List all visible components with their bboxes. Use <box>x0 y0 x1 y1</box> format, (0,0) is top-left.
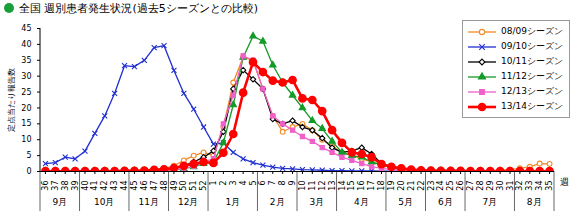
svg-text:8: 8 <box>278 181 287 186</box>
svg-text:31: 31 <box>506 181 515 191</box>
svg-text:35: 35 <box>545 181 554 191</box>
svg-text:8月: 8月 <box>527 197 542 207</box>
svg-text:5月: 5月 <box>398 197 413 207</box>
svg-text:23: 23 <box>427 181 436 191</box>
svg-text:40: 40 <box>21 40 31 49</box>
svg-text:41: 41 <box>90 181 99 191</box>
svg-text:5: 5 <box>26 151 31 160</box>
svg-text:46: 46 <box>140 181 149 191</box>
svg-text:6月: 6月 <box>438 197 453 207</box>
svg-text:24: 24 <box>436 181 445 191</box>
svg-text:9月: 9月 <box>52 197 67 207</box>
html-text:全国 週別患者発生状況(過去5シーズンとの比較): 全国 週別患者発生状況(過去5シーズンとの比較) <box>19 2 259 15</box>
svg-text:30: 30 <box>21 72 31 81</box>
svg-text:11月: 11月 <box>139 197 159 207</box>
svg-text:45: 45 <box>21 24 31 33</box>
svg-text:48: 48 <box>160 181 169 191</box>
svg-text:週: 週 <box>560 177 569 187</box>
svg-text:36: 36 <box>41 181 50 191</box>
svg-text:52: 52 <box>199 181 208 191</box>
svg-text:22: 22 <box>417 181 426 191</box>
svg-text:34: 34 <box>535 181 544 191</box>
svg-text:38: 38 <box>61 181 70 191</box>
svg-text:51: 51 <box>189 181 198 191</box>
svg-text:2: 2 <box>219 181 228 186</box>
svg-text:20: 20 <box>397 181 406 191</box>
svg-text:0: 0 <box>26 167 31 176</box>
svg-text:3月: 3月 <box>309 197 324 207</box>
svg-text:45: 45 <box>130 181 139 191</box>
svg-text:39: 39 <box>71 181 80 191</box>
svg-text:1月: 1月 <box>225 197 240 207</box>
svg-text:15: 15 <box>21 119 31 128</box>
svg-text:3: 3 <box>229 181 238 186</box>
svg-text:35: 35 <box>21 56 31 65</box>
svg-text:1: 1 <box>209 181 218 186</box>
svg-text:16: 16 <box>357 181 366 191</box>
svg-text:5: 5 <box>249 181 258 186</box>
svg-text:27: 27 <box>466 181 475 191</box>
svg-text:30: 30 <box>496 181 505 191</box>
svg-text:12月: 12月 <box>178 197 198 207</box>
svg-text:15: 15 <box>347 181 356 191</box>
svg-text:19: 19 <box>387 181 396 191</box>
svg-text:28: 28 <box>476 181 485 191</box>
html-text:12/13シーズン: 12/13シーズン <box>501 86 563 96</box>
svg-text:14: 14 <box>338 181 347 191</box>
svg-text:33: 33 <box>525 181 534 191</box>
svg-text:50: 50 <box>179 181 188 191</box>
svg-text:定点当たり報告数: 定点当たり報告数 <box>7 68 16 132</box>
svg-text:32: 32 <box>515 181 524 191</box>
svg-text:20: 20 <box>21 104 31 113</box>
svg-text:13: 13 <box>328 181 337 191</box>
svg-text:4月: 4月 <box>354 197 369 207</box>
svg-text:6: 6 <box>258 181 267 186</box>
svg-text:7: 7 <box>268 181 277 186</box>
svg-text:11: 11 <box>308 181 317 191</box>
svg-text:10: 10 <box>298 181 307 191</box>
svg-text:44: 44 <box>120 181 129 191</box>
svg-text:25: 25 <box>21 88 31 97</box>
svg-text:2月: 2月 <box>270 197 285 207</box>
svg-text:4: 4 <box>239 181 248 186</box>
svg-text:42: 42 <box>100 181 109 191</box>
svg-text:47: 47 <box>150 181 159 191</box>
svg-text:10: 10 <box>21 135 31 144</box>
svg-text:7月: 7月 <box>482 197 497 207</box>
svg-text:17: 17 <box>367 181 376 191</box>
html-text:13/14シーズン: 13/14シーズン <box>501 101 563 111</box>
svg-text:49: 49 <box>170 181 179 191</box>
svg-text:37: 37 <box>51 181 60 191</box>
html-text:08/09シーズン: 08/09シーズン <box>501 26 563 36</box>
html-text:11/12シーズン: 11/12シーズン <box>501 71 563 81</box>
svg-text:29: 29 <box>486 181 495 191</box>
html-text:09/10シーズン: 09/10シーズン <box>501 41 563 51</box>
svg-text:18: 18 <box>377 181 386 191</box>
svg-text:12: 12 <box>318 181 327 191</box>
svg-text:10月: 10月 <box>94 197 114 207</box>
svg-text:26: 26 <box>456 181 465 191</box>
svg-text:40: 40 <box>81 181 90 191</box>
svg-text:9: 9 <box>288 181 297 186</box>
svg-text:43: 43 <box>110 181 119 191</box>
html-text:10/11シーズン: 10/11シーズン <box>501 56 563 66</box>
svg-text:25: 25 <box>446 181 455 191</box>
svg-text:21: 21 <box>407 181 416 191</box>
